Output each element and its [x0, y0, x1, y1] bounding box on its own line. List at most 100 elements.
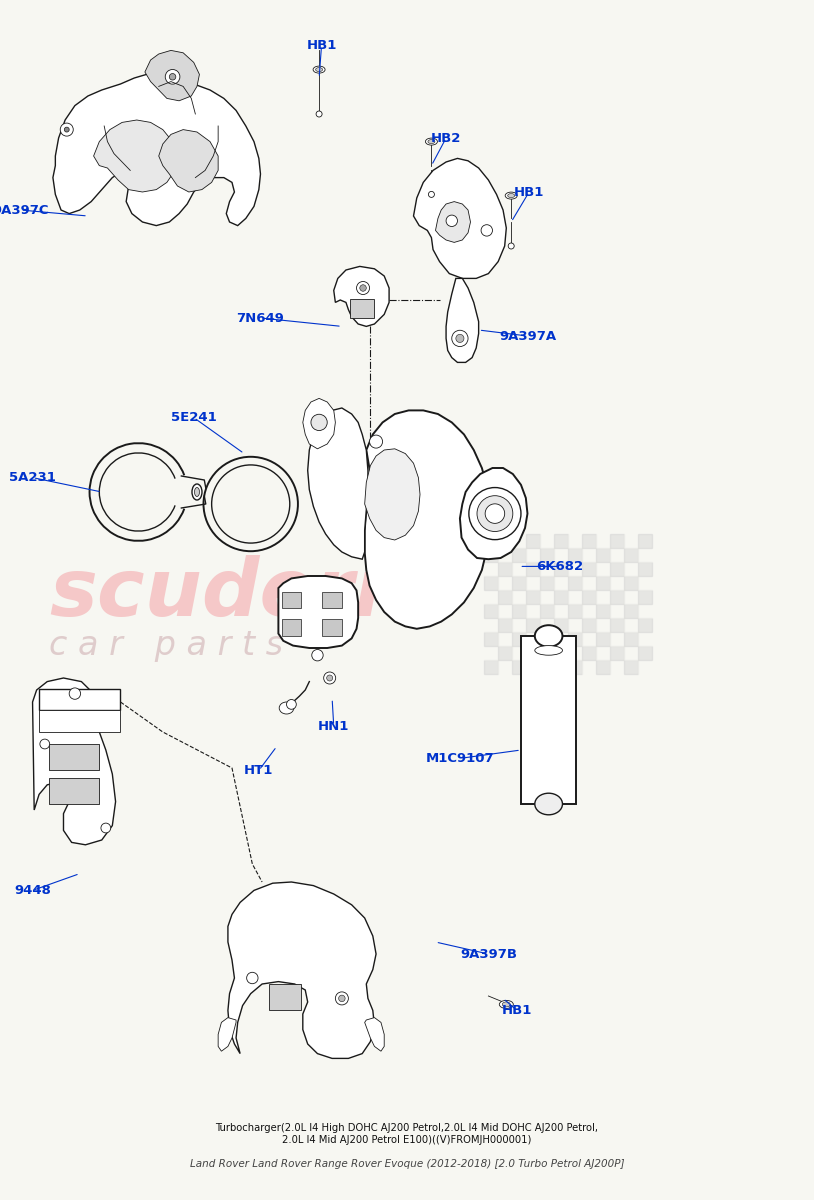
Ellipse shape [535, 625, 562, 647]
Bar [269, 984, 301, 1010]
Text: 5E241: 5E241 [171, 412, 217, 424]
Ellipse shape [502, 1002, 510, 1007]
Bar [568, 548, 582, 563]
Bar [554, 548, 568, 563]
Bar [49, 744, 99, 770]
Bar [512, 590, 527, 605]
Text: Turbocharger(2.0L I4 High DOHC AJ200 Petrol,2.0L I4 Mid DOHC AJ200 Petrol,
2.0L : Turbocharger(2.0L I4 High DOHC AJ200 Pet… [216, 1123, 598, 1145]
Bar [540, 563, 554, 576]
Circle shape [477, 496, 513, 532]
Bar [484, 563, 498, 576]
Bar [638, 605, 652, 618]
Bar [597, 576, 610, 590]
Bar [610, 660, 624, 674]
Bar [527, 632, 540, 647]
Ellipse shape [535, 793, 562, 815]
Bar [540, 548, 554, 563]
Bar [610, 605, 624, 618]
Bar [39, 689, 120, 710]
Bar [540, 647, 554, 660]
Text: c a r   p a r t s: c a r p a r t s [49, 629, 283, 662]
Bar [582, 548, 597, 563]
Bar [638, 660, 652, 674]
Bar [624, 660, 638, 674]
Bar [597, 590, 610, 605]
Circle shape [169, 73, 176, 80]
Ellipse shape [508, 193, 514, 198]
Text: Land Rover Land Rover Range Rover Evoque (2012-2018) [2.0 Turbo Petrol AJ200P]: Land Rover Land Rover Range Rover Evoque… [190, 1159, 624, 1169]
Bar [610, 563, 624, 576]
Bar [484, 618, 498, 632]
Polygon shape [145, 50, 199, 101]
Ellipse shape [535, 646, 562, 655]
Polygon shape [365, 410, 488, 629]
Text: 9A397B: 9A397B [460, 948, 517, 960]
Bar [527, 548, 540, 563]
Bar [582, 534, 597, 548]
Circle shape [165, 70, 180, 84]
Bar [554, 647, 568, 660]
Bar [554, 576, 568, 590]
Circle shape [324, 672, 335, 684]
Ellipse shape [499, 1001, 514, 1008]
Bar [554, 590, 568, 605]
Polygon shape [460, 468, 527, 559]
Bar [597, 647, 610, 660]
Bar [568, 605, 582, 618]
Bar [597, 632, 610, 647]
Bar [554, 660, 568, 674]
Polygon shape [365, 1018, 384, 1051]
Bar [322, 592, 342, 608]
Bar [568, 660, 582, 674]
Bar [568, 576, 582, 590]
Text: HN1: HN1 [318, 720, 349, 732]
Bar [484, 576, 498, 590]
Bar [484, 534, 498, 548]
Bar [638, 548, 652, 563]
Text: 9A397A: 9A397A [499, 330, 556, 342]
Bar [512, 563, 527, 576]
Circle shape [469, 487, 521, 540]
Ellipse shape [192, 484, 202, 500]
Bar [610, 647, 624, 660]
Bar [624, 563, 638, 576]
Polygon shape [228, 882, 376, 1058]
Bar [638, 632, 652, 647]
Bar [582, 563, 597, 576]
Bar [512, 660, 527, 674]
Bar [350, 299, 374, 318]
Circle shape [428, 191, 435, 197]
Bar [554, 534, 568, 548]
Bar [282, 592, 301, 608]
Bar [498, 632, 512, 647]
Bar [554, 605, 568, 618]
Bar [638, 618, 652, 632]
Bar [610, 590, 624, 605]
Bar [597, 605, 610, 618]
Bar [597, 563, 610, 576]
Circle shape [312, 649, 323, 661]
Circle shape [508, 242, 514, 248]
Bar [512, 647, 527, 660]
Bar [610, 632, 624, 647]
Bar [582, 647, 597, 660]
Bar [39, 710, 120, 732]
Circle shape [485, 504, 505, 523]
Bar [597, 618, 610, 632]
Bar [638, 576, 652, 590]
Bar [582, 576, 597, 590]
Bar [638, 590, 652, 605]
Bar [521, 636, 576, 804]
Bar [498, 618, 512, 632]
Bar [624, 618, 638, 632]
Bar [512, 576, 527, 590]
Bar [484, 660, 498, 674]
Bar [568, 590, 582, 605]
Polygon shape [308, 408, 368, 559]
Ellipse shape [505, 192, 517, 199]
Bar [527, 563, 540, 576]
Bar [498, 576, 512, 590]
Circle shape [326, 674, 333, 680]
Bar [498, 590, 512, 605]
Circle shape [101, 823, 111, 833]
